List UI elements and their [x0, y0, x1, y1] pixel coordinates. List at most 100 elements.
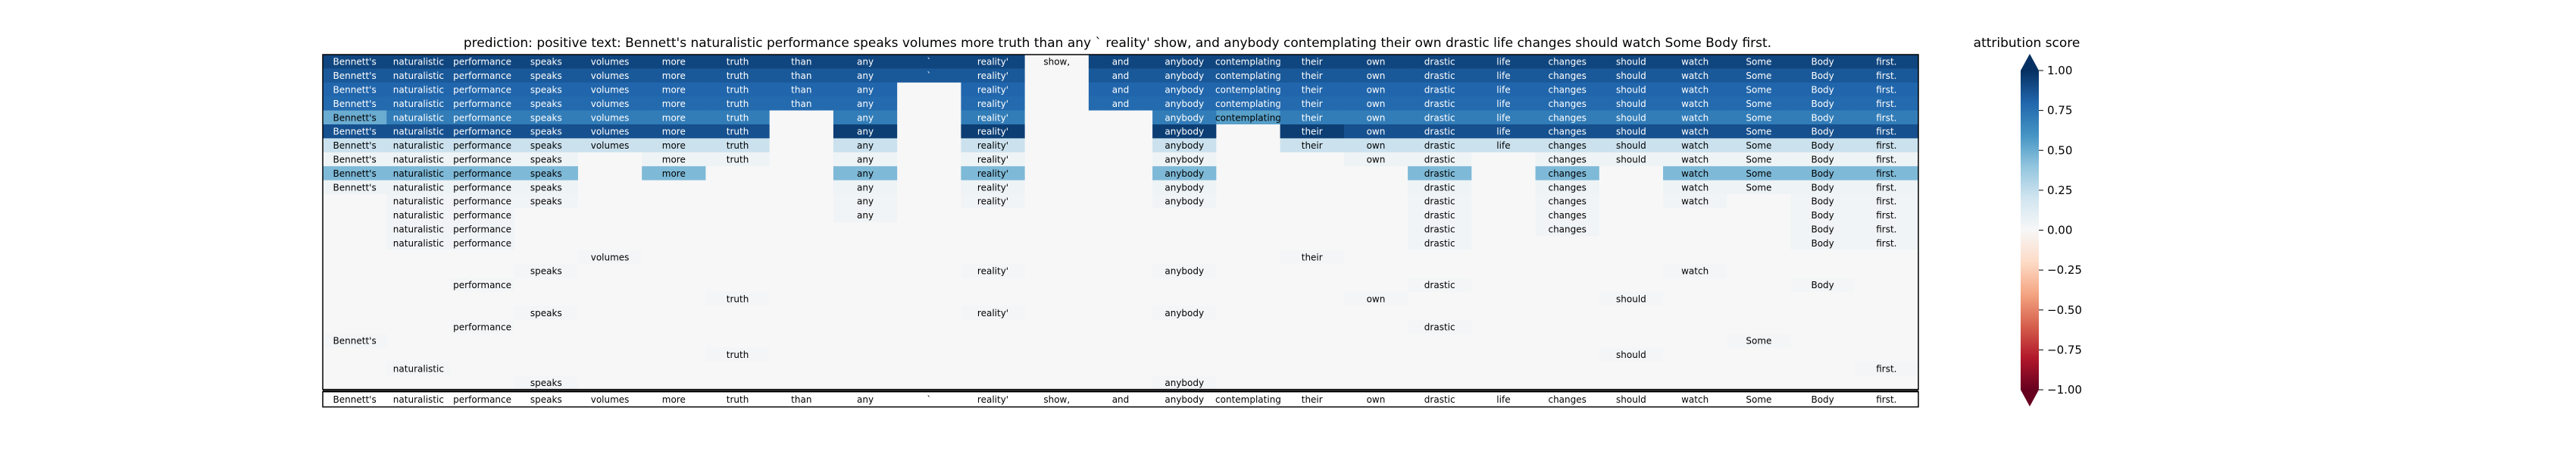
heatmap-cell — [1216, 68, 1281, 83]
heatmap-cell — [323, 306, 387, 321]
cell-token-label: any — [857, 71, 874, 81]
heatmap-cell — [514, 96, 579, 111]
heatmap-cell — [514, 208, 579, 223]
heatmap-cell — [1727, 208, 1792, 223]
heatmap-cell — [323, 110, 387, 125]
heatmap-cell — [1024, 152, 1089, 167]
cell-token-label: naturalistic — [393, 182, 444, 193]
heatmap-cell — [1024, 208, 1089, 223]
heatmap-cell — [1790, 194, 1855, 209]
heatmap-cell — [1854, 249, 1919, 265]
heatmap-cell — [961, 124, 1026, 139]
heatmap-cell — [642, 361, 706, 376]
heatmap-cell — [1790, 110, 1855, 125]
heatmap-cell — [1727, 347, 1792, 362]
footer-token-label: life — [1496, 394, 1510, 405]
heatmap-cell — [1790, 264, 1855, 278]
heatmap-cell — [1024, 291, 1089, 306]
heatmap-cell — [1471, 264, 1537, 278]
heatmap-cell — [514, 194, 579, 209]
heatmap-cell — [1280, 306, 1345, 321]
heatmap-cell — [386, 278, 451, 293]
heatmap-cell — [705, 96, 771, 111]
heatmap-cell — [514, 306, 579, 321]
cell-token-label: Body — [1811, 85, 1834, 96]
heatmap-cell — [1854, 96, 1919, 111]
cell-token-label: watch — [1681, 196, 1708, 207]
heatmap-cell — [833, 278, 898, 293]
heatmap-cell — [961, 138, 1026, 153]
heatmap-cell — [1790, 249, 1855, 265]
heatmap-cell — [323, 278, 387, 293]
heatmap-cell — [833, 221, 898, 237]
cell-token-label: truth — [727, 99, 749, 109]
cell-token-label: than — [791, 71, 811, 81]
cell-token-label: truth — [727, 294, 749, 305]
cell-token-label: their — [1302, 99, 1323, 109]
heatmap-cell — [1408, 291, 1472, 306]
heatmap-cell — [577, 124, 642, 139]
heatmap-cell — [1854, 264, 1919, 278]
cell-token-label: reality' — [977, 182, 1008, 193]
heatmap-cell — [1343, 194, 1408, 209]
heatmap-cell — [897, 138, 961, 153]
heatmap-cell — [1343, 278, 1408, 293]
heatmap-cell — [1343, 124, 1408, 139]
heatmap-cell — [1152, 194, 1217, 209]
heatmap-grid: Bennett's naturalistic performance speaks vo… — [322, 54, 1919, 391]
heatmap-cell — [1088, 166, 1153, 181]
heatmap-cell — [386, 264, 451, 278]
heatmap-cell — [1854, 68, 1919, 83]
cell-token-label: drastic — [1424, 127, 1455, 137]
heatmap-cell — [833, 55, 898, 69]
cell-token-label: Body — [1811, 140, 1834, 151]
heatmap-cell — [897, 249, 961, 265]
cell-token-label: than — [791, 57, 811, 67]
heatmap-cell — [705, 68, 771, 83]
cell-token-label: performance — [453, 182, 511, 193]
colorbar-bottom-extend — [2021, 390, 2039, 406]
cell-token-label: changes — [1548, 127, 1586, 137]
cell-token-label: first. — [1876, 57, 1896, 67]
heatmap-cell — [1727, 124, 1792, 139]
heatmap-cell — [1408, 347, 1472, 362]
heatmap-cell — [1152, 55, 1217, 69]
heatmap-cell — [1471, 306, 1537, 321]
cell-token-label: ` — [927, 57, 931, 67]
heatmap-cell — [769, 347, 834, 362]
heatmap-cell — [642, 96, 706, 111]
cell-token-label: naturalistic — [393, 99, 444, 109]
heatmap-cell — [450, 152, 515, 167]
heatmap-cell — [1024, 124, 1089, 139]
heatmap-cell — [1663, 361, 1727, 376]
heatmap-cell — [450, 334, 515, 348]
cell-token-label: naturalistic — [393, 155, 444, 165]
heatmap-cell — [769, 375, 834, 391]
cell-token-label: drastic — [1424, 99, 1455, 109]
heatmap-cell — [1152, 375, 1217, 391]
cell-token-label: own — [1367, 155, 1386, 165]
cell-token-label: anybody — [1165, 112, 1204, 123]
footer-token-label: Body — [1811, 394, 1834, 405]
heatmap-cell — [577, 375, 642, 391]
heatmap-cell — [833, 68, 898, 83]
cell-token-label: watch — [1681, 85, 1708, 96]
heatmap-cell — [769, 96, 834, 111]
heatmap-cell — [1408, 306, 1472, 321]
cell-token-label: reality' — [977, 155, 1008, 165]
heatmap-cell — [514, 124, 579, 139]
cell-token-label: first. — [1876, 168, 1896, 179]
heatmap-cell — [961, 361, 1026, 376]
cell-token-label: drastic — [1424, 280, 1455, 290]
heatmap-cell — [961, 180, 1026, 195]
heatmap-cell — [897, 291, 961, 306]
heatmap-cell — [1408, 180, 1472, 195]
heatmap-cell — [1854, 124, 1919, 139]
cell-token-label: Some — [1746, 168, 1771, 179]
colorbar-tick-label: 1.00 — [2047, 64, 2072, 77]
cell-token-label: than — [791, 99, 811, 109]
heatmap-cell — [1024, 347, 1089, 362]
heatmap-cell — [323, 152, 387, 167]
heatmap-cell — [450, 319, 515, 334]
heatmap-cell — [1343, 236, 1408, 251]
